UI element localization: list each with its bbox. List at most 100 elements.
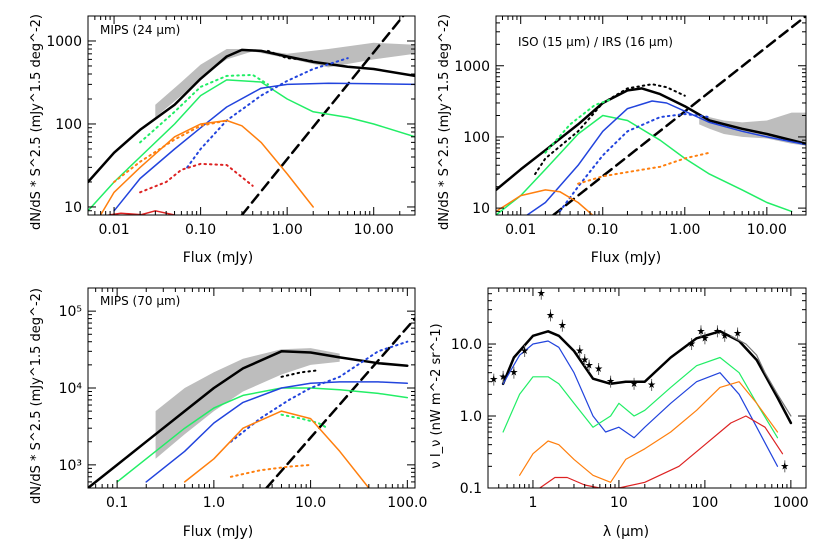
panel-annotation: MIPS (70 μm) [100,294,180,308]
y-axis-label: dN/dS * S^2.5 (mJy^1.5 deg^-2) [437,14,452,230]
series-line-solid-0 [501,330,793,425]
panel-annotation: MIPS (24 μm) [100,23,180,37]
series-line-dashed-2 [265,317,415,488]
series-line-dotted-8 [577,151,711,185]
x-tick-label: 10.00 [747,222,787,238]
data-point-marker: ★ [700,333,709,344]
series-line-dashed-2 [240,16,405,215]
y-tick-label: 10 [64,200,82,216]
series-line-dotted-6 [558,113,711,213]
series-line-dotted-4 [139,73,269,144]
data-point-marker: ★ [720,331,729,342]
series-line-dotted-6 [186,57,349,169]
x-tick-label: 0.01 [98,222,129,238]
data-point-marker: ★ [696,326,705,337]
data-point-marker: ★ [489,375,498,386]
x-tick-label: 0.10 [587,222,618,238]
series-line-solid-3 [496,114,793,215]
x-tick-label: 1.0 [203,495,225,511]
series-line-solid-7 [496,189,594,215]
x-tick-label: 0.10 [185,222,216,238]
data-point-marker: ★ [733,328,742,339]
data-point-marker: ★ [594,364,603,375]
x-axis-label: Flux (mJy) [591,250,662,266]
series-line-solid-7 [183,410,370,488]
series-line-dotted-4 [280,413,329,430]
data-point-marker: ★ [647,380,656,391]
series-line-dotted-1 [534,83,686,176]
series-line-solid-5 [113,82,415,212]
y-tick-label: 10³ [59,458,82,474]
x-tick-label: 0.1 [106,495,128,511]
x-tick-label: 100.0 [387,495,427,511]
plot-area: ★ ★ ★★★★★★★★ ★★ ★ ★★★★★★ ★★ [489,288,793,488]
series-line-solid-0 [88,48,415,184]
y-tick-label: 10 [472,201,490,217]
x-tick-label: 10.00 [354,222,394,238]
axis-frame [87,15,416,216]
data-point-marker: ★ [585,361,594,372]
panel-annotation: ISO (15 μm) / IRS (16 μm) [518,35,673,49]
series-line-dotted-1 [280,369,320,378]
y-tick-label: 10.0 [451,337,482,353]
y-tick-label: 1.0 [460,409,482,425]
series-line-solid-10 [139,210,176,215]
series-line-dotted-9 [139,162,254,194]
data-point-marker: ★ [713,326,722,337]
data-point-marker: ★ [606,377,615,388]
series-line-dotted-8 [113,119,228,183]
y-axis-label: dN/dS * S^2.5 (mJy^1.5 deg^-2) [29,14,44,230]
y-tick-label: 10⁵ [59,304,82,320]
plot-area [88,16,415,215]
x-tick-label: 1000 [773,495,809,511]
series-line-dotted-1 [267,49,315,63]
data-point-marker: ★ [546,310,555,321]
y-axis-label: dN/dS * S^2.5 (mJy^1.5 deg^-2) [29,288,44,504]
panel-mips-70: MIPS (70 μm) Flux (mJy) dN/dS * S^2.5 (m… [29,287,427,540]
data-point-marker: ★ [520,346,529,357]
uncertainty-band [155,348,340,459]
series-line-solid-3 [116,387,409,483]
y-axis-label: ν I_ν (nW m^-2 sr^-1) [429,323,444,468]
axis-frame [487,287,807,489]
x-axis-label: λ (μm) [603,524,649,540]
panel-iso-irs-15: ISO (15 μm) / IRS (16 μm) Flux (mJy) dN/… [437,14,807,266]
panel-mips-24: MIPS (24 μm) Flux (mJy) dN/dS * S^2.5 (m… [29,14,416,266]
series-line-solid-3 [519,381,779,483]
series-line-solid-4 [539,415,784,488]
y-tick-label: 100 [55,117,82,133]
panel-ebl-spectrum: λ (μm) ν I_ν (nW m^-2 sr^-1) ★ ★ ★★★★★★★★ ★… [429,287,809,540]
data-point-marker: ★ [630,379,639,390]
data-point-marker: ★ [580,355,589,366]
data-point-marker: ★ [558,321,567,332]
y-tick-label: 100 [463,130,490,146]
series-line-solid-3 [88,79,415,212]
x-axis-label: Flux (mJy) [183,524,254,540]
series-line-solid-1 [502,340,779,467]
y-tick-label: 1000 [454,59,490,75]
data-point-marker: ★ [509,368,518,379]
x-tick-label: 1.00 [272,222,303,238]
y-tick-label: 0.1 [460,481,482,497]
data-point-marker: ★ [687,339,696,350]
series-line-dotted-4 [544,99,611,154]
x-tick-label: 10.0 [295,495,326,511]
series-line-solid-2 [502,356,779,439]
data-point-marker: ★ [575,346,584,357]
x-tick-label: 0.01 [505,222,536,238]
series-line-solid-0 [88,350,409,488]
y-tick-label: 1000 [46,34,82,50]
series-line-dotted-8 [229,463,312,478]
x-axis-label: Flux (mJy) [183,250,254,266]
x-tick-label: 10 [610,495,628,511]
series-line-solid-0 [496,87,806,192]
plot-area [88,317,415,488]
uncertainty-band [155,42,415,118]
data-point-marker: ★ [499,372,508,383]
data-point-marker: ★ [537,289,546,300]
series-line-solid-5 [730,335,792,417]
y-tick-label: 10⁴ [59,381,83,397]
x-tick-label: 100 [692,495,719,511]
data-point-marker: ★ [780,461,789,472]
